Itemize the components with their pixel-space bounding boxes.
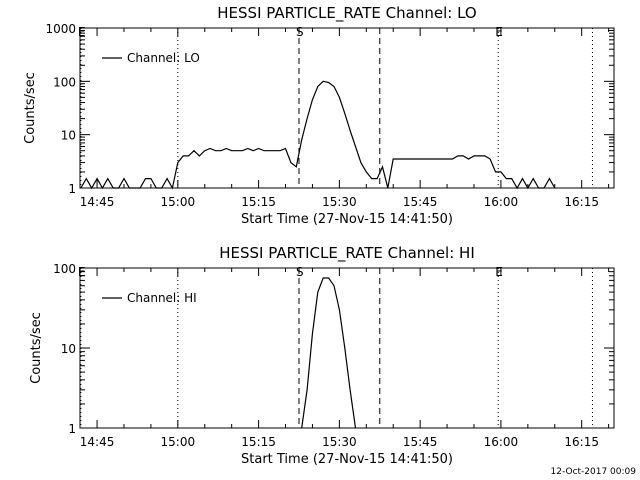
marker-label: S bbox=[296, 25, 304, 39]
x-tick-label: 16:15 bbox=[564, 195, 599, 209]
marker-label: E bbox=[495, 25, 503, 39]
y-tick-label: 10 bbox=[61, 342, 76, 356]
y-axis-title: Counts/sec bbox=[23, 72, 38, 144]
x-axis-title: Start Time (27-Nov-15 14:41:50) bbox=[241, 212, 453, 227]
x-tick-label: 15:15 bbox=[241, 435, 276, 449]
footer-timestamp: 12-Oct-2017 00:09 bbox=[551, 467, 637, 477]
x-tick-label: 15:45 bbox=[403, 195, 438, 209]
x-axis-title: Start Time (27-Nov-15 14:41:50) bbox=[241, 452, 453, 467]
y-tick-label: 100 bbox=[53, 262, 76, 276]
marker-label: S bbox=[296, 265, 304, 279]
plot-frame bbox=[79, 27, 615, 189]
x-tick-label: 14:45 bbox=[80, 195, 115, 209]
y-tick-label: 10 bbox=[61, 129, 76, 143]
chart-title: HESSI PARTICLE_RATE Channel: LO bbox=[217, 4, 476, 23]
chart-title: HESSI PARTICLE_RATE Channel: HI bbox=[219, 244, 475, 263]
legend-label: Channel: LO bbox=[127, 51, 200, 65]
x-tick-label: 15:30 bbox=[322, 195, 357, 209]
y-tick-label: 1 bbox=[68, 182, 76, 196]
series-line bbox=[80, 80, 556, 190]
x-tick-label: 16:00 bbox=[484, 195, 519, 209]
x-tick-label: 15:30 bbox=[322, 435, 357, 449]
legend-label: Channel: HI bbox=[127, 291, 197, 305]
x-tick-label: 15:45 bbox=[403, 435, 438, 449]
x-tick-label: 16:15 bbox=[564, 435, 599, 449]
y-tick-label: 100 bbox=[53, 75, 76, 89]
y-tick-label: 1000 bbox=[45, 22, 76, 36]
x-tick-label: 14:45 bbox=[80, 435, 115, 449]
y-tick-label: 1 bbox=[68, 422, 76, 436]
marker-label: E bbox=[495, 265, 503, 279]
x-tick-label: 15:15 bbox=[241, 195, 276, 209]
y-axis-title: Counts/sec bbox=[29, 312, 44, 384]
x-tick-label: 15:00 bbox=[161, 195, 196, 209]
x-tick-label: 16:00 bbox=[484, 435, 519, 449]
marker-label: E bbox=[78, 25, 86, 39]
series-line bbox=[301, 277, 357, 429]
x-tick-label: 15:00 bbox=[161, 435, 196, 449]
marker-label: E bbox=[78, 265, 86, 279]
